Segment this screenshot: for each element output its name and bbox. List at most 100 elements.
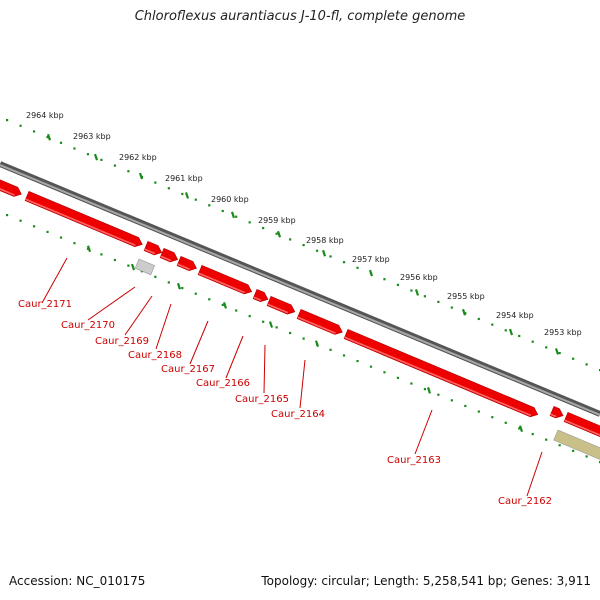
gene-label-leader (526, 451, 543, 497)
ruler-dot (181, 192, 184, 196)
ruler-dot (248, 315, 251, 318)
ruler-major-tick (554, 348, 560, 355)
gene-label-leader (225, 335, 244, 379)
ruler-dot (585, 455, 588, 458)
ruler-dot (235, 309, 238, 312)
gene-label: Caur_2165 (235, 394, 289, 405)
ruler-dot (450, 399, 453, 402)
accession-label: Accession: NC_010175 (9, 574, 146, 588)
ruler-dot (59, 236, 63, 239)
gene-caur-2171-shade (25, 198, 136, 247)
gene-caur-2165 (266, 295, 296, 315)
ruler-label: 2954 kbp (496, 311, 534, 320)
ruler-major-tick (46, 133, 52, 141)
gene-caur-2171 (24, 190, 143, 248)
ruler-dot (235, 215, 238, 218)
ruler-dot (356, 359, 359, 363)
backbone-highlight (0, 164, 600, 416)
ruler-dot (262, 226, 265, 230)
ruler-dot (504, 329, 507, 332)
gene-label-leader (299, 359, 306, 409)
ruler-dot (342, 354, 346, 357)
rna-gene-block-shape (553, 429, 600, 460)
ruler-dot (113, 164, 117, 167)
ruler-major-tick (314, 340, 320, 348)
gene-label-leader (87, 286, 136, 321)
ruler-dot (437, 300, 440, 304)
ruler-dot (410, 382, 413, 385)
ruler-dot (289, 238, 292, 241)
gene-label-leader (414, 409, 433, 455)
gene-caur-2164 (296, 308, 343, 335)
gene-label: Caur_2162 (498, 496, 552, 507)
ruler-major-tick (461, 308, 467, 316)
ruler-dot (531, 432, 534, 436)
ruler-dot (383, 278, 386, 281)
ruler-major-tick (230, 211, 236, 219)
gene-caur-2167 (197, 264, 253, 295)
ruler-dot (100, 158, 103, 161)
ruler-dot (59, 141, 63, 144)
gene-label: Caur_2164 (271, 409, 325, 420)
ruler-dot (262, 320, 265, 323)
ruler-dot (208, 204, 211, 207)
ruler-dot (46, 230, 49, 234)
ruler-dot (275, 232, 278, 235)
ruler-major-tick (426, 387, 432, 394)
ruler-label: 2955 kbp (447, 292, 485, 301)
ruler-dot (167, 281, 170, 284)
ruler-dot (464, 404, 467, 408)
pseudo-gene-block (134, 258, 156, 276)
ruler-dot (531, 340, 534, 343)
ruler-dot (113, 258, 117, 262)
gene-label: Caur_2166 (196, 378, 250, 389)
ruler-dot (558, 444, 561, 447)
ruler-major-tick (276, 230, 282, 238)
ruler-dot (32, 225, 36, 228)
map-title: Chloroflexus aurantiacus J-10-fl, comple… (134, 9, 466, 24)
gene-caur-2163 (343, 328, 539, 418)
ruler-dot (396, 376, 400, 379)
gene-label-leader (263, 344, 266, 394)
ruler-label: 2953 kbp (544, 328, 582, 337)
gene-label-leader (155, 303, 172, 350)
ruler-dot (396, 283, 400, 286)
gene-label: Caur_2167 (161, 364, 215, 375)
gene-caur-2164-shade (297, 316, 336, 334)
gene-caur-2168 (176, 255, 197, 271)
ruler-major-tick (130, 263, 136, 271)
ruler-label: 2956 kbp (400, 273, 438, 282)
ruler-dot (167, 187, 170, 190)
ruler-dot (504, 421, 507, 424)
ruler-major-tick (138, 172, 144, 180)
gene-caur-2167-shade (198, 272, 246, 294)
ruler-label: 2958 kbp (306, 236, 344, 245)
ruler-dot (73, 147, 76, 150)
ruler-dot (302, 244, 305, 247)
ruler-dot (208, 298, 211, 301)
gene-caur-2163-shade (344, 336, 532, 417)
ruler-dot (19, 124, 22, 127)
ruler-label: 2964 kbp (26, 111, 64, 120)
ruler-dot (221, 303, 224, 307)
ruler-major-tick (268, 321, 274, 328)
ruler-dot (518, 427, 521, 430)
ruler-dot (572, 449, 575, 452)
ruler-dot (181, 286, 184, 290)
ruler-dot (356, 266, 359, 269)
ruler-dot (86, 153, 90, 156)
ruler-dot (491, 323, 494, 326)
gene-label: Caur_2168 (128, 350, 182, 361)
ruler-dot (315, 249, 319, 252)
gene-caur-2161-shade (564, 419, 600, 436)
ruler-dot (329, 348, 332, 351)
gene-caur-2172-shade (0, 188, 15, 196)
ruler-major-tick (93, 153, 99, 161)
ruler-major-tick (414, 289, 420, 296)
gene-label-leader (189, 320, 209, 365)
ruler-dot (100, 253, 103, 256)
ruler-major-tick (184, 192, 190, 199)
ruler-dot (289, 331, 292, 335)
ruler-label: 2963 kbp (73, 132, 111, 141)
